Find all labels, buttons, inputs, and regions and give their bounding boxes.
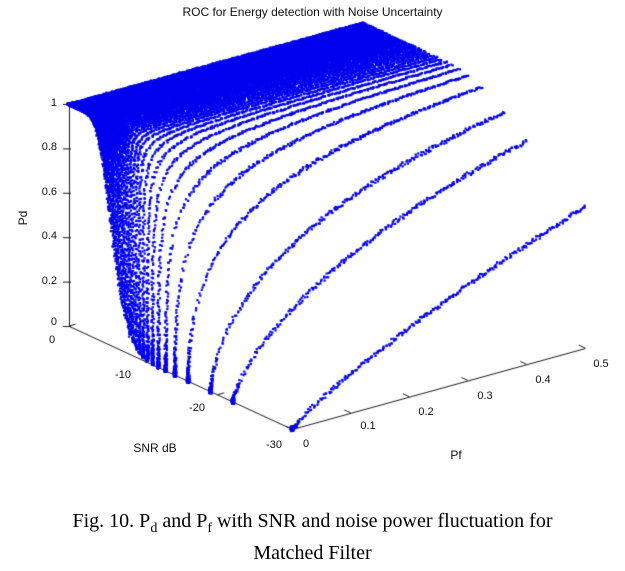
roc-3d-surface-canvas: [0, 0, 625, 500]
snr-tick-label: -30: [266, 439, 282, 451]
caption-text: with SNR and noise power fluctuation for: [211, 510, 553, 532]
pf-tick-label: 0.3: [477, 390, 493, 402]
chart-title: ROC for Energy detection with Noise Unce…: [182, 5, 443, 19]
snr-axis-label: SNR dB: [133, 441, 177, 455]
figure-caption-line-1: Fig. 10. Pd and Pf with SNR and noise po…: [0, 510, 625, 536]
caption-text: Fig. 10. P: [72, 510, 151, 532]
pd-tick-label: 1: [50, 97, 57, 109]
pf-tick-label: 0: [302, 438, 310, 450]
pd-tick-label: 0.4: [41, 230, 57, 242]
pf-tick-label: 0.1: [360, 420, 376, 432]
caption-text: and P: [157, 510, 208, 532]
pd-axis-label: Pd: [16, 210, 30, 226]
figure-caption-line-2: Matched Filter: [253, 542, 372, 564]
pf-tick-label: 0.2: [418, 406, 434, 418]
pf-axis-label: Pf: [450, 448, 462, 462]
pf-tick-label: 0.5: [593, 358, 609, 370]
snr-tick-label: -20: [189, 402, 205, 414]
caption-subscript-d: d: [150, 521, 158, 536]
caption-subscript-f: f: [207, 521, 212, 536]
snr-tick-label: 0: [48, 334, 56, 346]
pd-tick-label: 0.6: [41, 186, 57, 198]
pd-tick-label: 0.2: [41, 275, 57, 287]
snr-tick-label: -10: [115, 369, 131, 381]
pf-tick-label: 0.4: [535, 374, 551, 386]
pd-tick-label: 0: [50, 316, 57, 328]
pd-tick-label: 0.8: [41, 141, 57, 153]
